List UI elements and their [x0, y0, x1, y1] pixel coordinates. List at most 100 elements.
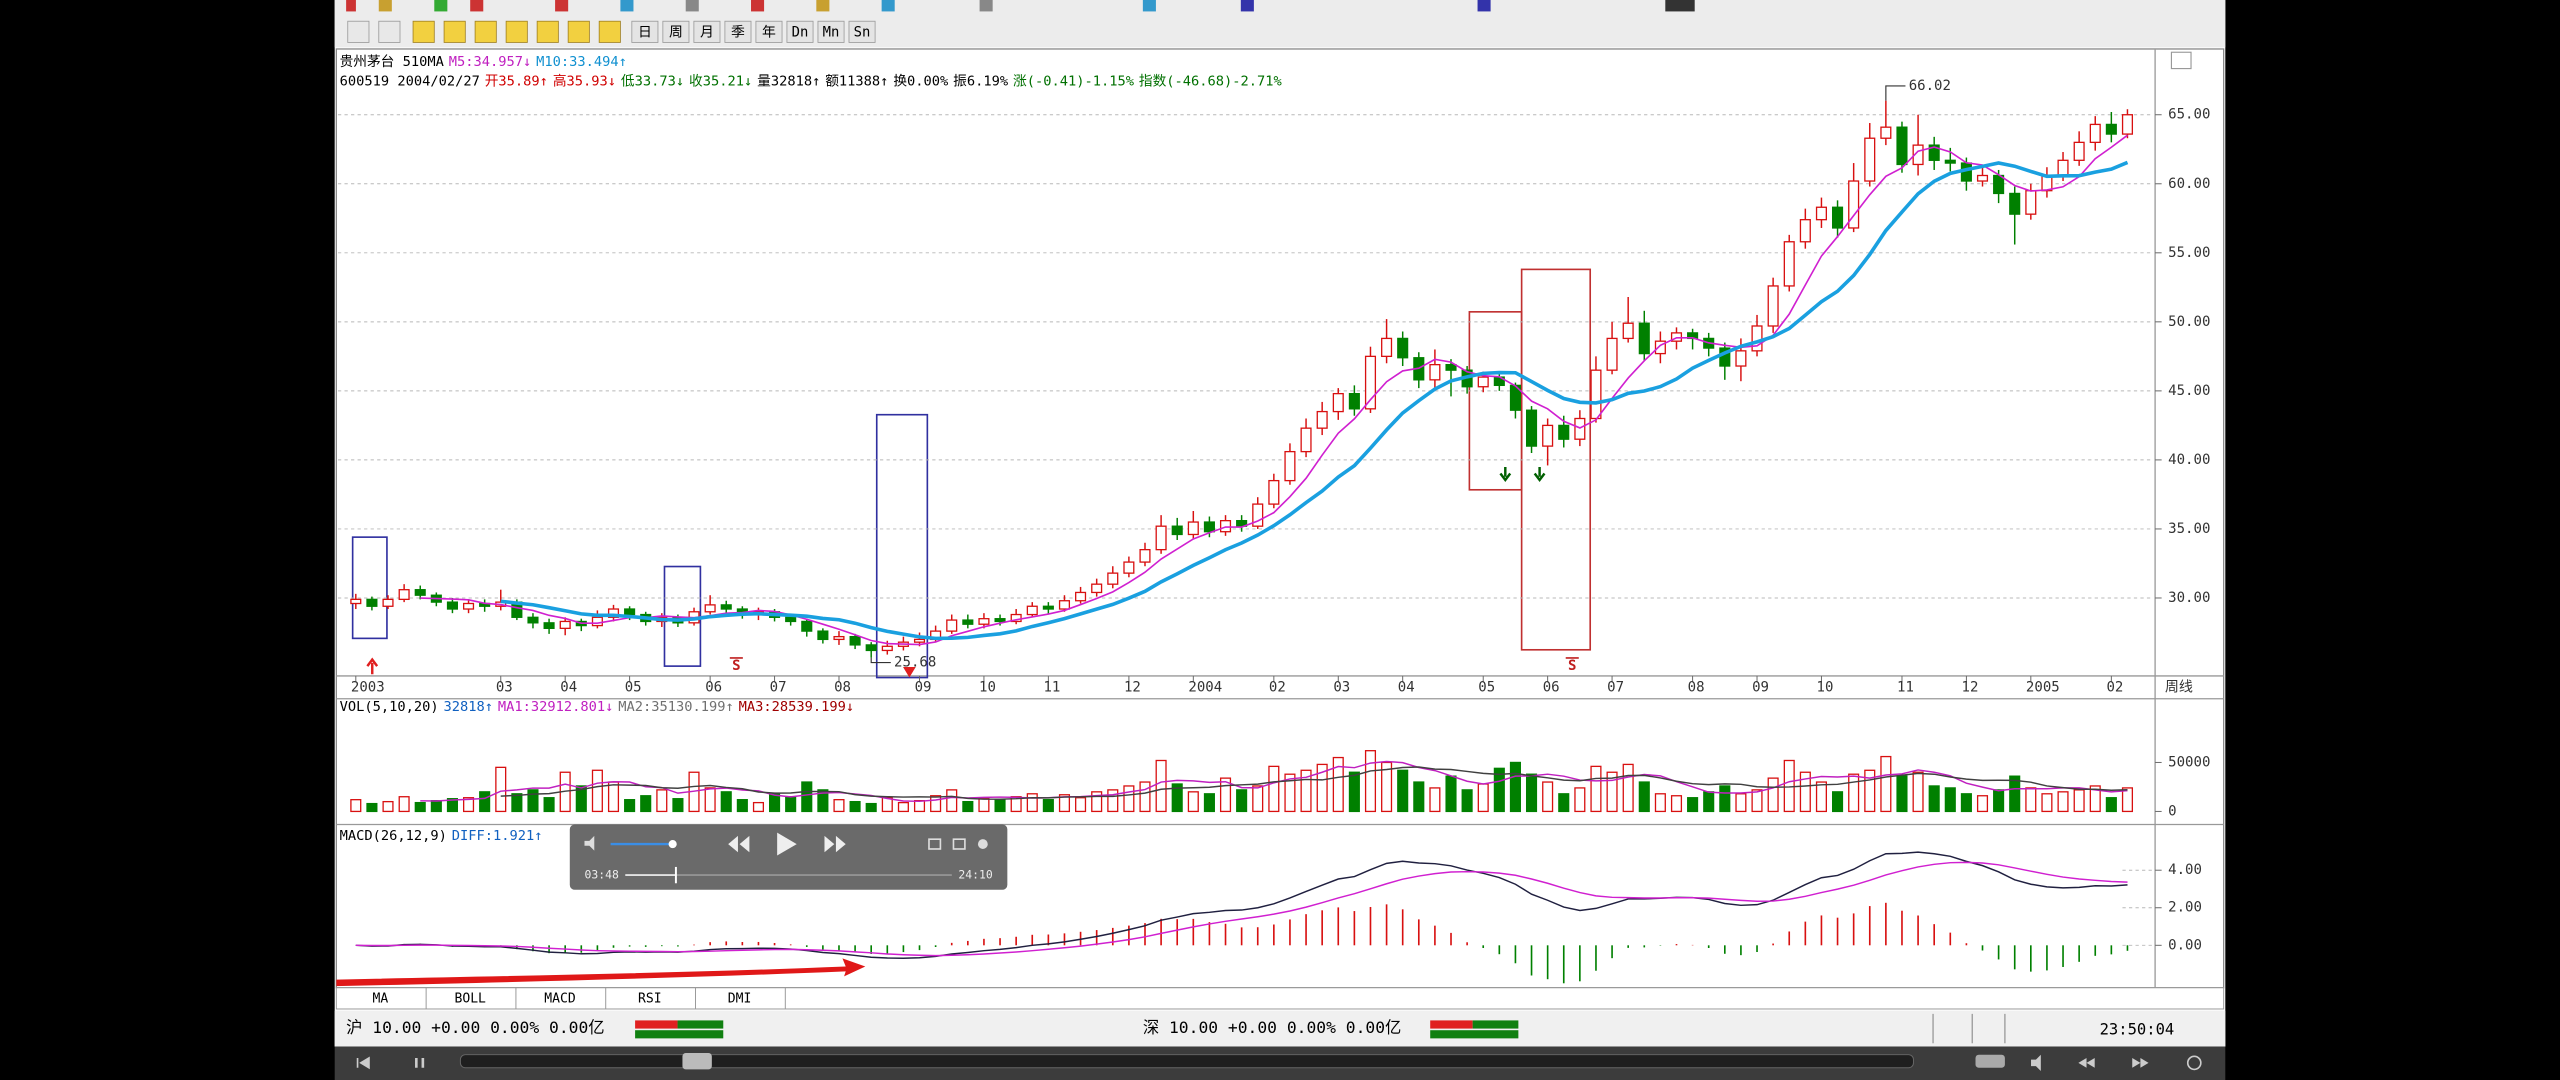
- tab-label[interactable]: MACD: [544, 992, 576, 1007]
- volume-bar: [1670, 795, 1683, 813]
- toolbar-button[interactable]: [817, 20, 845, 43]
- subtitle-part: 高35.93↓: [553, 73, 616, 90]
- tab-label[interactable]: MA: [373, 992, 389, 1007]
- toolbar-button[interactable]: [724, 20, 752, 43]
- candle-body: [350, 598, 362, 605]
- icon[interactable]: [536, 20, 559, 43]
- icon[interactable]: [979, 0, 993, 12]
- pip-icon[interactable]: [928, 838, 942, 850]
- icon[interactable]: [1142, 0, 1156, 12]
- candle-body: [1139, 549, 1151, 563]
- volume-bar: [2041, 793, 2053, 813]
- toolbar-label[interactable]: 周: [669, 25, 683, 41]
- icon[interactable]: [1477, 0, 1491, 12]
- candle-body: [1896, 126, 1908, 166]
- volume-button[interactable]: [2031, 1054, 2041, 1072]
- volume-bar: [2057, 791, 2069, 813]
- settings-button[interactable]: [2186, 1055, 2202, 1071]
- toolbar-button[interactable]: [786, 20, 814, 43]
- icon[interactable]: [1240, 0, 1254, 12]
- icon[interactable]: [598, 20, 621, 43]
- tab-label[interactable]: RSI: [638, 992, 662, 1007]
- volume-bar: [350, 799, 362, 813]
- icon[interactable]: [347, 20, 370, 43]
- x-tick-label: 03: [1333, 679, 1350, 695]
- icon[interactable]: [816, 0, 830, 12]
- subtitle-part: 指数(-46.68)-2.71%: [1139, 74, 1283, 90]
- x-tick-label: 05: [1478, 679, 1495, 695]
- seek-track[interactable]: [459, 1054, 1914, 1069]
- candle-body: [1075, 591, 1087, 602]
- candle-body: [1091, 583, 1103, 594]
- candle-body: [2057, 159, 2069, 177]
- toolbar-label[interactable]: Mn: [823, 25, 840, 41]
- volume-knob[interactable]: [668, 840, 677, 849]
- icon[interactable]: [443, 20, 466, 43]
- icon[interactable]: [505, 20, 528, 43]
- toolbar-label[interactable]: Dn: [792, 25, 809, 41]
- volume-bar: [2073, 789, 2085, 813]
- volume-bar: [382, 800, 394, 813]
- volume-bar: [511, 793, 523, 813]
- toolbar-button[interactable]: [662, 20, 690, 43]
- candle-body: [2121, 114, 2134, 135]
- icon[interactable]: [881, 0, 895, 12]
- title-part: M5:34.957↓: [449, 54, 531, 70]
- toolbar-button[interactable]: [693, 20, 721, 43]
- volume-bar: [897, 801, 909, 813]
- volume-bar: [1751, 789, 1763, 813]
- icon[interactable]: [620, 0, 634, 12]
- icon[interactable]: [378, 0, 392, 12]
- icon[interactable]: [685, 0, 699, 12]
- tab-label[interactable]: BOLL: [454, 992, 486, 1007]
- play-icon[interactable]: [777, 832, 797, 856]
- icon[interactable]: [470, 0, 484, 12]
- toolbar-button[interactable]: [755, 20, 783, 43]
- volume-bar: [913, 799, 926, 813]
- toolbar-button[interactable]: [631, 20, 659, 43]
- seek-thumb[interactable]: [682, 1053, 712, 1070]
- icon[interactable]: [567, 20, 590, 43]
- rewind-button[interactable]: [2078, 1057, 2095, 1068]
- pause-button[interactable]: [415, 1057, 425, 1068]
- settings-icon[interactable]: [977, 839, 988, 849]
- volume-thumb[interactable]: [1975, 1054, 2005, 1068]
- toolbar-label[interactable]: 年: [762, 25, 776, 41]
- volume-bar: [1703, 791, 1715, 813]
- tab-label[interactable]: DMI: [728, 992, 752, 1007]
- x-tick-label: 2005: [2026, 679, 2060, 695]
- prev-button[interactable]: [356, 1056, 370, 1070]
- x-tick-label: 07: [770, 679, 787, 695]
- toolbar-button[interactable]: [848, 20, 876, 43]
- candle-body: [446, 601, 458, 610]
- candle-body: [1606, 337, 1618, 371]
- volume-bar: [1042, 799, 1054, 813]
- volume-bar: [543, 797, 555, 813]
- forward-icon[interactable]: [824, 835, 846, 853]
- volume-bar: [1687, 797, 1699, 813]
- volume-icon[interactable]: [584, 835, 595, 851]
- icon[interactable]: [378, 20, 401, 43]
- icon[interactable]: [555, 0, 569, 12]
- icon[interactable]: [346, 0, 356, 12]
- candle-body: [1219, 520, 1232, 533]
- toolbar-label[interactable]: 月: [700, 25, 714, 41]
- macd-title: MACD(26,12,9) DIFF:1.921↑: [340, 828, 543, 844]
- icon[interactable]: [474, 20, 497, 43]
- volume-bar: [1091, 791, 1103, 813]
- toolbar-label[interactable]: Sn: [854, 25, 871, 41]
- icon[interactable]: [1665, 0, 1695, 12]
- rewind-icon[interactable]: [728, 835, 750, 853]
- icon[interactable]: [434, 0, 448, 12]
- panel-icon[interactable]: [2170, 51, 2192, 70]
- toolbar-label[interactable]: 日: [638, 25, 652, 41]
- icon[interactable]: [412, 20, 435, 43]
- y-tick-label: 55.00: [2168, 245, 2210, 261]
- volume-bar: [1203, 793, 1215, 813]
- candle-body: [462, 602, 475, 610]
- status-sz: 深 10.00 +0.00 0.00% 0.00亿: [1143, 1018, 1402, 1037]
- toolbar-label[interactable]: 季: [731, 25, 745, 41]
- menu-icon[interactable]: [952, 838, 966, 850]
- icon[interactable]: [751, 0, 765, 12]
